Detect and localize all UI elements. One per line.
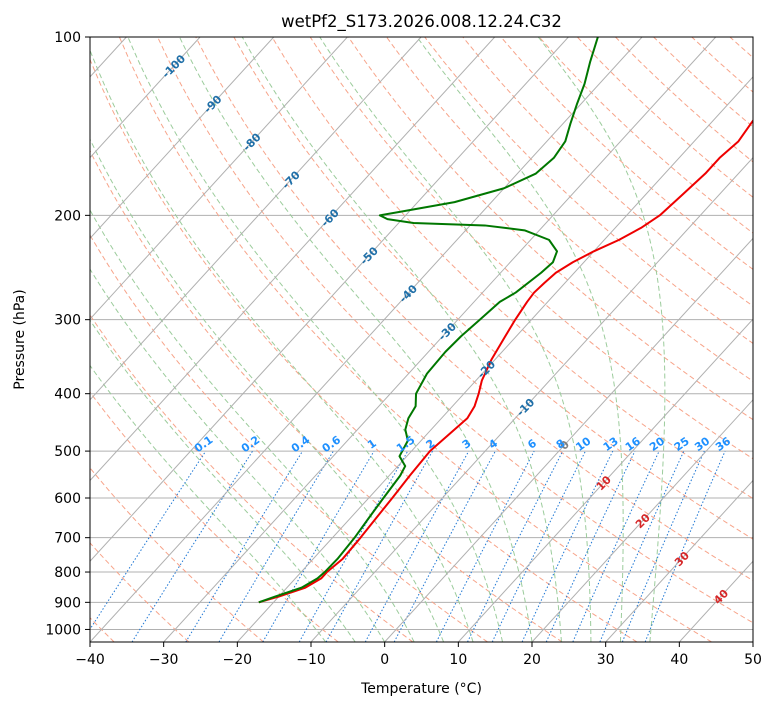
isotherm-line — [90, 37, 275, 240]
x-tick-label: 20 — [523, 652, 541, 668]
moist-adiabat-line — [90, 209, 415, 642]
y-tick-label: 100 — [54, 30, 81, 46]
x-axis-label: Temperature (°C) — [360, 681, 482, 697]
y-tick-label: 800 — [54, 565, 81, 581]
isotherm-line — [384, 237, 753, 642]
moist-adiabat-line — [179, 37, 533, 642]
chart-title: wetPf2_S173.2026.008.12.24.C32 — [281, 12, 562, 32]
mixing-ratio-line — [435, 450, 535, 642]
isotherm-line — [90, 37, 496, 482]
moist-adiabat-line — [537, 37, 666, 642]
dry-adiabat-line — [386, 37, 753, 382]
moist-adiabat-line — [90, 138, 445, 642]
moist-adiabat-line — [416, 37, 624, 642]
mixing-ratio-line — [218, 450, 334, 642]
y-axis: 100 200 300 400 500 600 700 800 900 1000 — [45, 30, 90, 638]
x-tick-label: 40 — [670, 652, 688, 668]
y-tick-label: 900 — [54, 595, 81, 611]
plot-frame — [89, 36, 754, 643]
y-tick-label: 600 — [54, 491, 81, 507]
moist-adiabat-line — [90, 319, 356, 642]
isobar-gridlines — [90, 37, 753, 630]
mixing-ratio-line — [491, 450, 586, 642]
dry-adiabat-line — [157, 37, 753, 624]
x-tick-label: −40 — [75, 652, 105, 668]
mixing-ratio-line — [621, 450, 705, 642]
dry-adiabat-line — [424, 37, 753, 344]
moist-adiabats — [90, 37, 666, 642]
y-tick-label: 200 — [54, 208, 81, 224]
x-tick-label: 50 — [744, 652, 762, 668]
y-tick-label: 400 — [54, 387, 81, 403]
mixing-ratio-line — [572, 450, 660, 642]
x-tick-label: 0 — [380, 652, 389, 668]
isotherm-line — [90, 37, 569, 563]
isotherm-line — [90, 37, 422, 401]
mixing-ratio-line — [599, 450, 685, 642]
isotherm-line — [90, 37, 201, 159]
y-axis-label: Pressure (hPa) — [12, 289, 28, 389]
y-tick-label: 300 — [54, 313, 81, 329]
x-tick-label: 10 — [449, 652, 467, 668]
x-tick-label: −30 — [149, 652, 179, 668]
isotherm-line — [457, 318, 753, 642]
mixing-ratio-line — [545, 450, 636, 642]
mixing-ratio-line — [185, 450, 303, 642]
isotherm-line — [90, 37, 643, 642]
x-tick-label: −20 — [223, 652, 253, 668]
mixing-ratio-line — [467, 450, 564, 642]
temperature-line — [258, 118, 753, 604]
dry-adiabat-line — [90, 149, 563, 642]
dry-adiabat-line — [118, 37, 712, 642]
moist-adiabat-line — [127, 37, 504, 642]
dry-adiabat-line — [309, 37, 753, 460]
x-tick-label: −10 — [296, 652, 326, 668]
dry-adiabat-line — [90, 58, 638, 642]
dry-adiabat-line — [271, 37, 753, 500]
dry-adiabat-line — [90, 391, 339, 642]
mixing-ratio-lines — [90, 450, 726, 642]
moist-adiabat-line — [90, 49, 474, 642]
x-tick-label: 30 — [597, 652, 615, 668]
mixing-ratio-line — [521, 450, 614, 642]
mixing-ratio-line — [364, 450, 470, 642]
moist-adiabat-line — [241, 37, 562, 642]
isotherm-line — [90, 37, 348, 320]
y-tick-label: 1000 — [45, 622, 81, 638]
isotherm-line — [531, 399, 753, 642]
mixing-ratio-line — [393, 450, 496, 642]
isotherm-gridlines — [90, 37, 753, 642]
dry-adiabat-line — [195, 37, 753, 582]
mixing-ratio-line — [90, 450, 207, 631]
y-tick-label: 700 — [54, 531, 81, 547]
isotherm-line — [236, 76, 753, 642]
isotherm-line — [310, 156, 753, 642]
y-tick-label: 500 — [54, 444, 81, 460]
dewpoint-line — [258, 37, 599, 604]
moist-adiabat-line — [90, 268, 386, 642]
moist-adiabat-line — [319, 37, 592, 642]
sounding-series — [258, 37, 753, 604]
x-axis: −40 −30 −20 −10 0 10 20 30 40 50 — [75, 642, 762, 668]
mixing-ratio-line — [325, 450, 433, 642]
isotherm-line — [163, 37, 717, 642]
mixing-ratio-line — [131, 450, 254, 642]
isotherm-line — [605, 479, 753, 642]
